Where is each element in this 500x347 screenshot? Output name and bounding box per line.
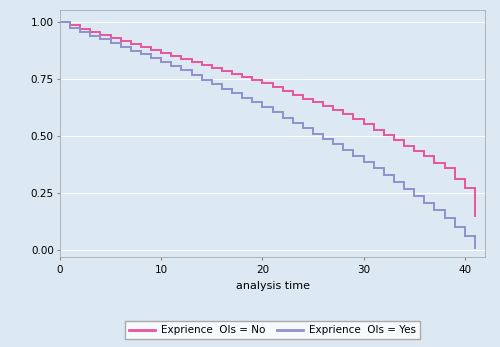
X-axis label: analysis time: analysis time: [236, 281, 310, 291]
Legend: Exprience  OIs = No, Exprience  OIs = Yes: Exprience OIs = No, Exprience OIs = Yes: [125, 321, 420, 339]
